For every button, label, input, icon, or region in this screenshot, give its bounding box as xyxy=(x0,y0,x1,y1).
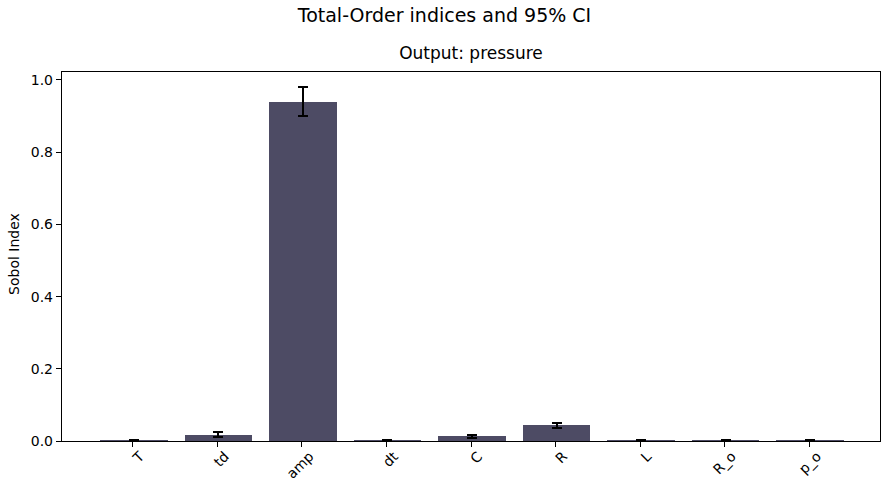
errorbar-cap-bottom-amp xyxy=(298,115,308,117)
x-tick-label-p_o: p_o xyxy=(796,449,823,476)
x-tick-mark xyxy=(386,442,387,447)
errorbar-cap-bottom-td xyxy=(213,436,223,438)
x-tick-label-T: T xyxy=(131,449,147,465)
errorbar-cap-top-td xyxy=(213,431,223,433)
y-tick-label: 0.4 xyxy=(19,290,53,304)
x-tick-mark xyxy=(301,442,302,447)
y-tick-mark xyxy=(56,441,61,442)
errorbar-cap-bottom-C xyxy=(467,437,477,439)
x-tick-mark xyxy=(132,442,133,447)
x-tick-label-L: L xyxy=(638,449,653,464)
y-tick-label: 0.0 xyxy=(19,434,53,448)
y-tick-label: 0.6 xyxy=(19,217,53,231)
errorbar-cap-bottom-L xyxy=(636,440,646,442)
errorbar-cap-bottom-p_o xyxy=(805,440,815,442)
y-axis-label-text: Sobol Index xyxy=(7,154,21,354)
errorbar-cap-bottom-T xyxy=(129,440,139,442)
x-tick-label-C: C xyxy=(468,449,485,466)
x-tick-mark xyxy=(640,442,641,447)
x-tick-mark xyxy=(809,442,810,447)
y-tick-label: 0.2 xyxy=(19,362,53,376)
y-tick-label: 0.8 xyxy=(19,145,53,159)
errorbar-cap-top-R xyxy=(552,422,562,424)
x-tick-label-R_o: R_o xyxy=(711,449,739,477)
errorbar-cap-top-amp xyxy=(298,86,308,88)
figure-title: Total-Order indices and 95% CI xyxy=(0,6,889,25)
y-tick-mark xyxy=(56,79,61,80)
errorbars-layer xyxy=(62,72,880,441)
figure: Total-Order indices and 95% CI Output: p… xyxy=(0,0,889,495)
y-tick-mark xyxy=(56,368,61,369)
y-tick-mark xyxy=(56,152,61,153)
x-tick-mark xyxy=(724,442,725,447)
errorbar-cap-bottom-R_o xyxy=(721,440,731,442)
x-tick-mark xyxy=(217,442,218,447)
y-tick-label: 1.0 xyxy=(19,73,53,87)
errorbar-cap-top-C xyxy=(467,434,477,436)
x-tick-mark xyxy=(555,442,556,447)
errorbar-amp xyxy=(302,87,304,116)
x-tick-label-dt: dt xyxy=(380,449,400,469)
x-tick-mark xyxy=(471,442,472,447)
y-tick-mark xyxy=(56,296,61,297)
x-tick-label-amp: amp xyxy=(284,449,316,481)
plot-area xyxy=(61,71,881,442)
x-tick-label-R: R xyxy=(553,449,570,466)
y-tick-mark xyxy=(56,224,61,225)
errorbar-cap-bottom-R xyxy=(552,427,562,429)
x-tick-label-td: td xyxy=(211,449,231,469)
errorbar-cap-bottom-dt xyxy=(382,440,392,442)
axes-title: Output: pressure xyxy=(61,45,881,62)
